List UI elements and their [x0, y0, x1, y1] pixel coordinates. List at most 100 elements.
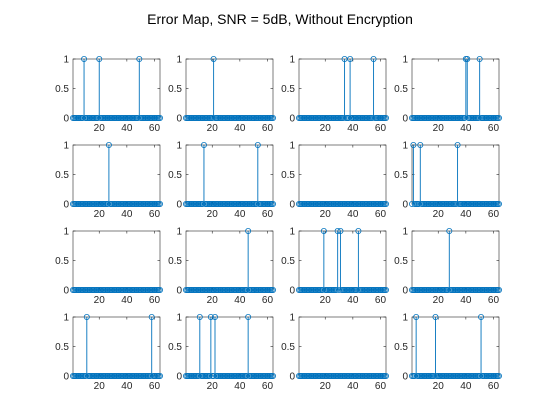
subplot-2-2: 20 40 60 0 0.5 1 [168, 141, 276, 220]
stem-marker [96, 56, 103, 63]
x-tick-label: 40 [234, 381, 246, 392]
y-tick-label: 0 [63, 286, 69, 297]
y-tick-label: 0.5 [168, 256, 182, 267]
x-tick-label: 40 [121, 381, 133, 392]
x-tick-label: 60 [488, 123, 500, 134]
axes-box [72, 230, 161, 291]
y-tick-label: 1 [402, 313, 408, 324]
stem-marker [105, 141, 112, 148]
stem-marker [210, 56, 217, 63]
subplot-1-4: 20 40 60 0 0.5 1 [394, 55, 502, 134]
y-tick-label: 0 [63, 114, 69, 125]
stem-marker [245, 227, 252, 234]
stem-marker [269, 372, 276, 379]
y-tick-label: 0 [289, 286, 295, 297]
subplot-3-3: 20 40 60 0 0.5 1 [281, 227, 389, 306]
stem-marker [464, 56, 471, 63]
y-tick-label: 0 [176, 286, 182, 297]
y-tick-label: 1 [402, 55, 408, 66]
y-tick-label: 0 [402, 372, 408, 383]
axes-box [72, 144, 161, 205]
stem-marker [337, 227, 344, 234]
x-tick-label: 20 [94, 123, 106, 134]
stem-marker [495, 115, 502, 122]
figure-title: Error Map, SNR = 5dB, Without Encryption [147, 11, 413, 27]
stem-marker [206, 372, 213, 379]
subplot-3-2: 20 40 60 0 0.5 1 [168, 227, 276, 306]
y-tick-label: 0.5 [394, 170, 408, 181]
y-tick-label: 1 [289, 227, 295, 238]
y-tick-label: 1 [176, 55, 182, 66]
stem-marker [495, 372, 502, 379]
subplot-1-2: 20 40 60 0 0.5 1 [168, 55, 276, 134]
stem-marker [478, 313, 485, 320]
x-tick-label: 60 [262, 209, 274, 220]
y-tick-label: 1 [176, 227, 182, 238]
stem-marker [432, 313, 439, 320]
axes-box [185, 144, 274, 205]
stem-marker [156, 115, 163, 122]
subplot-3-1: 20 40 60 0 0.5 1 [55, 227, 163, 306]
y-tick-label: 0.5 [394, 256, 408, 267]
stem-marker [254, 141, 261, 148]
x-tick-label: 20 [320, 209, 332, 220]
y-tick-label: 0 [176, 114, 182, 125]
y-tick-label: 0.5 [394, 342, 408, 353]
y-tick-label: 0.5 [168, 84, 182, 95]
y-tick-label: 0.5 [281, 256, 295, 267]
axes-box [411, 144, 500, 205]
axes-box [411, 316, 500, 377]
x-tick-label: 60 [149, 381, 161, 392]
stem-marker [454, 141, 461, 148]
stem-marker [156, 200, 163, 207]
y-tick-label: 0 [289, 372, 295, 383]
stem-marker [382, 200, 389, 207]
x-tick-label: 40 [121, 209, 133, 220]
y-tick-label: 0 [289, 200, 295, 211]
x-tick-label: 60 [375, 381, 387, 392]
x-tick-label: 20 [320, 295, 332, 306]
subplot-3-4: 20 40 60 0 0.5 1 [394, 227, 502, 306]
stem-marker [382, 115, 389, 122]
stem-marker [136, 56, 143, 63]
x-tick-label: 40 [234, 209, 246, 220]
x-tick-label: 40 [347, 123, 359, 134]
y-tick-label: 1 [176, 141, 182, 152]
axes-box [298, 58, 387, 119]
x-tick-label: 40 [347, 295, 359, 306]
y-tick-label: 1 [289, 55, 295, 66]
stem-marker [320, 227, 327, 234]
y-tick-label: 0.5 [281, 170, 295, 181]
x-tick-label: 60 [488, 381, 500, 392]
y-tick-label: 1 [402, 227, 408, 238]
x-tick-label: 20 [320, 381, 332, 392]
x-tick-label: 60 [262, 123, 274, 134]
stem-marker [156, 286, 163, 293]
axes-box [185, 230, 274, 291]
y-tick-label: 0 [402, 200, 408, 211]
subplot-4-1: 20 40 60 0 0.5 1 [55, 313, 163, 392]
x-tick-label: 40 [121, 123, 133, 134]
stem-marker [382, 286, 389, 293]
stem-marker [83, 313, 90, 320]
x-tick-label: 60 [375, 295, 387, 306]
stem-marker [156, 372, 163, 379]
axes-box [411, 230, 500, 291]
axes-box [298, 316, 387, 377]
stem-marker [245, 313, 252, 320]
stem-marker [269, 115, 276, 122]
axes-box [72, 58, 161, 119]
subplot-4-3: 20 40 60 0 0.5 1 [281, 313, 389, 392]
axes-box [298, 230, 387, 291]
y-tick-label: 0.5 [394, 84, 408, 95]
y-tick-label: 0.5 [55, 256, 69, 267]
y-tick-label: 1 [402, 141, 408, 152]
x-tick-label: 40 [234, 295, 246, 306]
y-tick-label: 1 [63, 141, 69, 152]
x-tick-label: 20 [433, 295, 445, 306]
y-tick-label: 0.5 [168, 170, 182, 181]
stem-marker [196, 313, 203, 320]
axes-box [411, 58, 500, 119]
x-tick-label: 60 [149, 209, 161, 220]
